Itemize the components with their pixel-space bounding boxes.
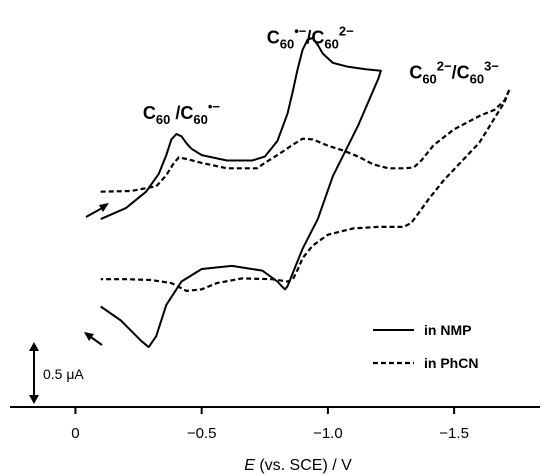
plot-curves [100, 37, 511, 349]
x-tick-label: 0 [71, 425, 79, 442]
legend: in NMP in PhCN [373, 322, 478, 371]
forward-scan-arrow-shaft [85, 206, 105, 218]
scan-direction-arrows [84, 203, 109, 346]
series-line-phcn [100, 87, 511, 292]
x-tick-label: −1.5 [439, 425, 469, 442]
legend-label-nmp: in NMP [424, 322, 471, 338]
redox-annotations: C60 /C60•− C60•−/C602− C602−/C603− [143, 23, 499, 127]
scale-bar-label: 0.5 μA [43, 366, 84, 382]
annotation-first: C60 /C60•− [143, 99, 221, 127]
current-scale-bar: 0.5 μA [29, 342, 84, 404]
series-line-nmp [100, 37, 382, 349]
legend-label-phcn: in PhCN [424, 355, 478, 371]
forward-scan-arrow-head [99, 203, 109, 212]
x-tick-label: −0.5 [187, 425, 217, 442]
annotation-second: C60•−/C602− [267, 23, 354, 51]
reverse-scan-arrow-head [84, 332, 94, 341]
scale-bar-arrow-up [29, 342, 39, 351]
x-axis-title: E (vs. SCE) / V [244, 457, 352, 474]
x-axis: 0 −0.5 −1.0 −1.5 E (vs. SCE) / V [10, 406, 540, 474]
annotation-third: C602−/C603− [409, 59, 499, 87]
x-axis-ticks: 0 −0.5 −1.0 −1.5 [71, 407, 469, 442]
x-tick-label: −1.0 [313, 425, 343, 442]
x-axis-title-rest: (vs. SCE) / V [255, 457, 352, 474]
x-axis-title-symbol: E [244, 457, 255, 474]
scale-bar-arrow-down [29, 395, 39, 404]
